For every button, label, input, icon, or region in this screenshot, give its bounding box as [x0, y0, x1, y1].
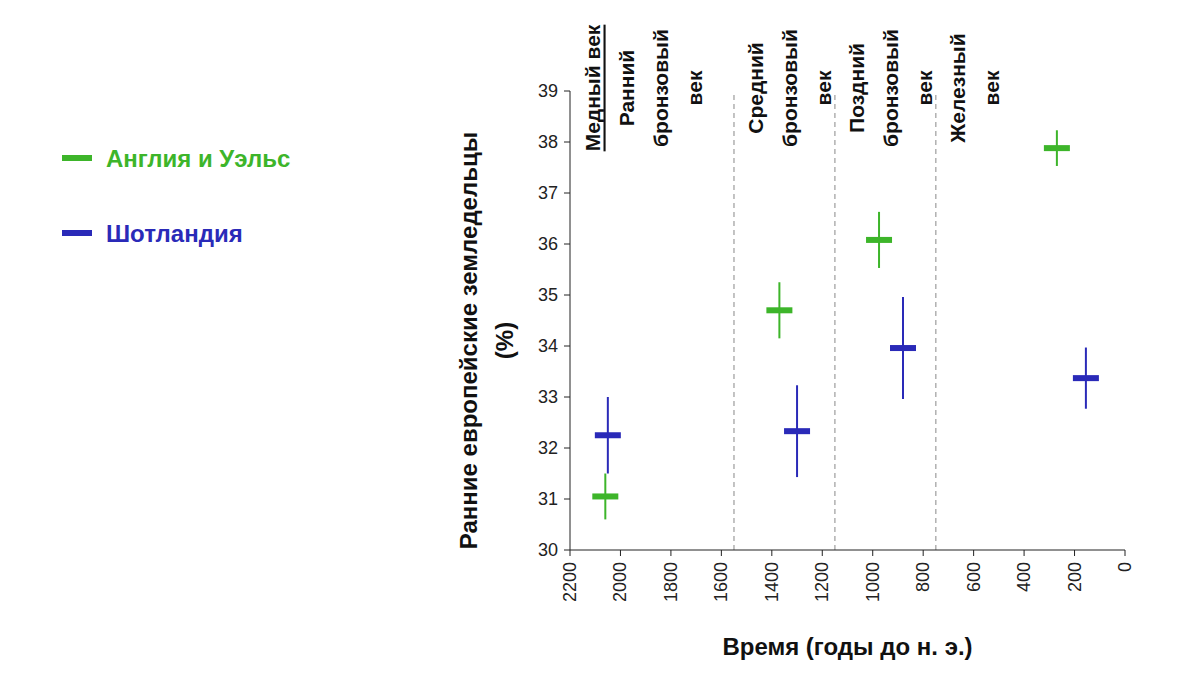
svg-text:600: 600	[964, 562, 984, 592]
svg-text:36: 36	[538, 234, 558, 254]
svg-text:30: 30	[538, 540, 558, 560]
svg-text:35: 35	[538, 285, 558, 305]
svg-text:век: век	[812, 70, 835, 105]
svg-text:800: 800	[913, 562, 933, 592]
svg-text:Средний: Средний	[744, 42, 767, 134]
svg-text:Железный: Железный	[946, 33, 969, 143]
svg-text:1400: 1400	[762, 562, 782, 602]
svg-text:век: век	[683, 70, 706, 105]
svg-text:бронзовый: бронзовый	[778, 29, 801, 147]
svg-text:2000: 2000	[610, 562, 630, 602]
svg-text:1800: 1800	[661, 562, 681, 602]
svg-text:32: 32	[538, 438, 558, 458]
svg-text:Шотландия: Шотландия	[106, 220, 243, 247]
svg-text:1200: 1200	[812, 562, 832, 602]
svg-text:39: 39	[538, 81, 558, 101]
svg-text:бронзовый: бронзовый	[649, 29, 672, 147]
svg-text:34: 34	[538, 336, 558, 356]
svg-text:1000: 1000	[863, 562, 883, 602]
svg-text:2200: 2200	[560, 562, 580, 602]
svg-text:век: век	[980, 70, 1003, 105]
svg-text:Медный век: Медный век	[581, 24, 604, 151]
svg-text:Время (годы до н. э.): Время (годы до н. э.)	[722, 633, 972, 660]
svg-text:век: век	[913, 70, 936, 105]
svg-text:37: 37	[538, 183, 558, 203]
svg-text:Ранние европейские земледельцы: Ранние европейские земледельцы	[455, 132, 482, 549]
svg-text:Англия и Уэльс: Англия и Уэльс	[106, 145, 290, 172]
svg-text:бронзовый: бронзовый	[879, 29, 902, 147]
svg-text:31: 31	[538, 489, 558, 509]
svg-text:33: 33	[538, 387, 558, 407]
svg-text:(%): (%)	[491, 322, 518, 359]
svg-text:0: 0	[1115, 562, 1135, 572]
svg-text:Ранний: Ранний	[615, 50, 638, 127]
svg-text:38: 38	[538, 132, 558, 152]
svg-text:400: 400	[1014, 562, 1034, 592]
svg-text:1600: 1600	[711, 562, 731, 602]
svg-text:200: 200	[1065, 562, 1085, 592]
svg-text:Поздний: Поздний	[845, 43, 868, 133]
